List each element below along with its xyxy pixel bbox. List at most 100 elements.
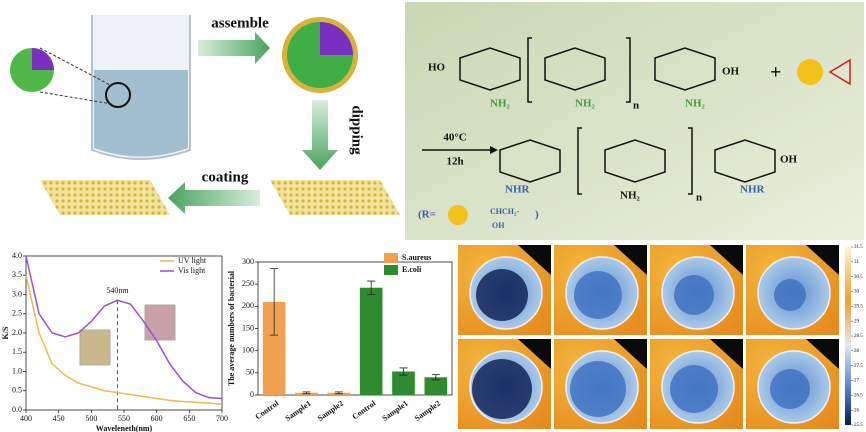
panel-bg: [405, 2, 864, 240]
chem-label: NHR: [740, 184, 766, 196]
fabric: [40, 180, 170, 215]
colorbar-label: 29: [854, 319, 860, 324]
colorbar-label: 31.5: [854, 245, 863, 250]
chem-label: NH₂: [575, 98, 596, 110]
thermal-cold: [774, 279, 806, 311]
thermal-images: 31.5 31 30.5 30 29.5 29 28.5 28 27.5 27 26.5 26 25.5: [458, 245, 863, 429]
error-bar: [399, 367, 408, 376]
legend-label: UV light: [178, 256, 207, 265]
legend-swatch: [384, 265, 398, 275]
chem-label: NH₂: [685, 98, 706, 110]
y-tick-label: 150: [242, 323, 254, 332]
y-axis-label: The average numbers of bacterial: [227, 270, 236, 386]
reaction-arrow-head: [490, 146, 498, 154]
colorbar-label: 28: [854, 349, 860, 354]
bar: [359, 287, 383, 395]
colorbar: [845, 247, 851, 425]
line-series: [25, 255, 223, 400]
x-tick-label: Control: [253, 398, 281, 421]
y-tick-label: 50: [246, 368, 254, 377]
line-series: [25, 275, 223, 405]
y-tick-label: 250: [242, 279, 254, 288]
colorbar-label: 27.5: [854, 364, 863, 369]
thermal-corner: [806, 245, 839, 275]
y-tick-label: 100: [242, 345, 254, 354]
x-tick-label: 700: [216, 414, 228, 423]
error-bar: [270, 268, 279, 336]
x-axis-label: Waveleneth(nm): [96, 424, 153, 432]
y-tick-label: 1.5: [12, 347, 22, 356]
legend-label: E.coli: [402, 265, 422, 274]
y-tick-label: 0.0: [12, 405, 22, 414]
thermal-corner: [518, 339, 551, 369]
zoom-circle: [105, 82, 131, 108]
thermal-cold: [570, 361, 626, 417]
r-sphere: [448, 205, 468, 225]
y-tick-label: 4.0: [12, 251, 22, 260]
x-tick-label: Sample2: [316, 399, 345, 423]
chem-label: HO: [428, 62, 446, 74]
annotation: 540nm: [106, 286, 129, 295]
colorbar-label: 26: [854, 408, 860, 413]
sugar-rings: [459, 37, 776, 195]
colorbar-label: 30.5: [854, 275, 863, 280]
step-label: dipping: [349, 105, 365, 155]
y-axis-label: K/S: [1, 326, 10, 339]
x-tick-label: Control: [350, 398, 378, 421]
y-tick-label: 2.5: [12, 309, 22, 318]
colorbar-label: 29.5: [854, 304, 863, 309]
chem-label: NH₂: [490, 98, 511, 110]
plot-frame: [257, 261, 453, 396]
arrow: [198, 32, 270, 64]
arrow: [302, 100, 338, 170]
chem-label: n: [696, 192, 702, 204]
reaction-panel: HO NH₂ NH₂ n NH₂ OH + 40°C 12h NHR NH₂ n…: [405, 2, 864, 240]
fabric: [270, 180, 400, 215]
sphere-core: [320, 22, 353, 55]
chem-label: OH: [780, 154, 798, 166]
step-label: assemble: [211, 15, 269, 31]
schematic: assemble dipping coating: [10, 15, 400, 215]
thermal-cold: [574, 271, 622, 319]
x-tick-label: 450: [53, 414, 65, 423]
thermal-cold: [670, 365, 718, 413]
chem-label: OH: [722, 66, 740, 78]
condition: 40°C: [443, 132, 466, 144]
y-tick-label: 0.5: [12, 386, 22, 395]
chem-label: NHR: [505, 184, 531, 196]
thermal-corner: [710, 245, 743, 275]
thermal-corner: [710, 339, 743, 369]
liquid: [94, 70, 188, 157]
y-tick-label: 3.5: [12, 270, 22, 279]
x-tick-label: 400: [20, 414, 32, 423]
thermal-corner: [614, 245, 647, 275]
swatch: [79, 329, 111, 366]
r-group: CHCH₂-: [490, 207, 519, 216]
legend-label: S.aureus: [402, 253, 431, 262]
y-tick-label: 3.0: [12, 289, 22, 298]
x-tick-label: 650: [183, 414, 195, 423]
thermal-cold: [674, 275, 714, 315]
x-tick-label: 600: [151, 414, 163, 423]
condition: 12h: [446, 156, 463, 168]
y-tick-label: 1.0: [12, 366, 22, 375]
bar: [392, 371, 415, 395]
chem-label: n: [633, 100, 639, 112]
colorbar-label: 28.5: [854, 334, 863, 339]
y-tick-label: 2.0: [12, 328, 22, 337]
y-tick-label: 200: [242, 301, 254, 310]
legend-swatch: [384, 253, 398, 263]
thermal-corner: [518, 245, 551, 275]
swatch: [144, 304, 176, 341]
thermal-cold: [472, 359, 532, 419]
colorbar-label: 30: [854, 290, 860, 295]
x-tick-label: Sample1: [283, 399, 312, 423]
arrow: [168, 182, 260, 214]
zoom-line: [39, 47, 113, 87]
r-group: ): [535, 209, 539, 221]
particle-core: [32, 48, 54, 70]
error-bar: [367, 280, 376, 295]
colorbar-label: 26.5: [854, 393, 863, 398]
zoom-line: [39, 91, 113, 105]
